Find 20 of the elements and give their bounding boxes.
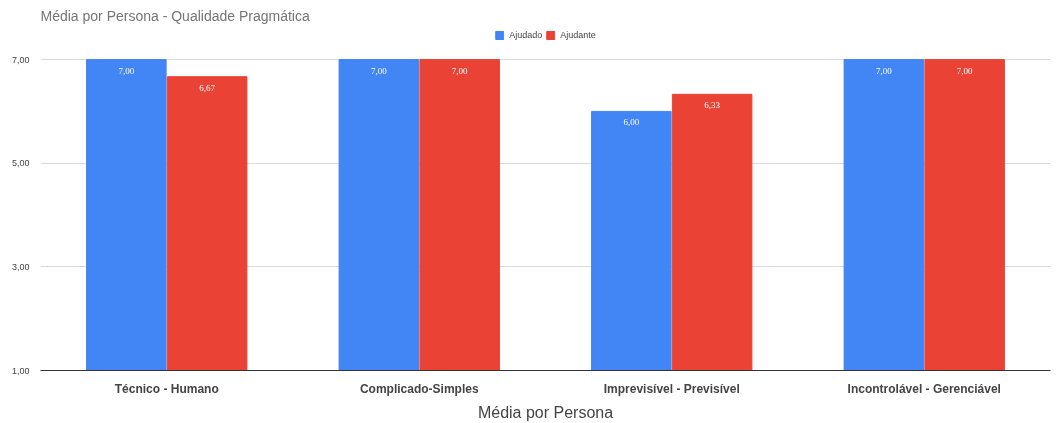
legend-label: Ajudante — [560, 30, 596, 40]
legend-label: Ajudado — [509, 30, 543, 40]
y-tick-label: 1,00 — [11, 365, 30, 376]
data-label: 6,67 — [199, 82, 216, 93]
data-label: 6,00 — [623, 117, 640, 128]
x-tick-label: Incontrolável - Gerenciável — [847, 381, 1001, 396]
y-tick-label: 3,00 — [11, 261, 30, 272]
y-tick-label: 7,00 — [11, 54, 30, 65]
data-label: 7,00 — [118, 65, 135, 76]
chart-title: Média por Persona - Qualidade Pragmática — [40, 7, 310, 24]
x-tick-label: Imprevisível - Previsível — [603, 381, 740, 396]
x-axis-title: Média por Persona — [477, 403, 614, 421]
x-tick-label: Técnico - Humano — [114, 381, 219, 396]
y-tick-label: 5,00 — [11, 158, 30, 169]
data-label: 7,00 — [956, 65, 974, 76]
data-label: 7,00 — [451, 65, 469, 76]
data-label: 7,00 — [875, 65, 893, 76]
data-label: 7,00 — [370, 65, 388, 76]
data-label: 6,33 — [704, 100, 721, 111]
x-tick-label: Complicado-Simples — [359, 381, 479, 396]
